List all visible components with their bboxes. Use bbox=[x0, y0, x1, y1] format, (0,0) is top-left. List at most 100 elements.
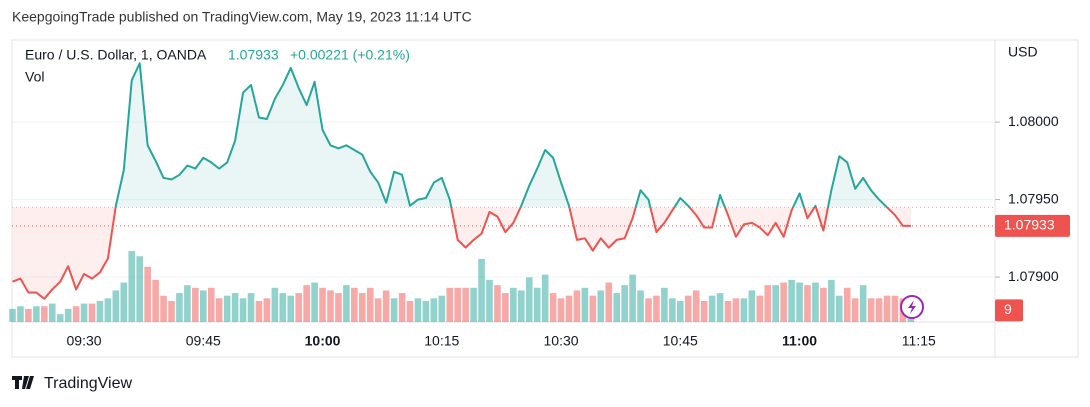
volume-bar bbox=[700, 300, 708, 322]
volume-bar bbox=[732, 298, 740, 322]
symbol-title: Euro / U.S. Dollar, 1, OANDA bbox=[25, 47, 207, 63]
volume-bar bbox=[144, 266, 151, 322]
volume-bar bbox=[120, 282, 128, 322]
last-volume-box bbox=[995, 299, 1023, 322]
volume-bar bbox=[88, 303, 96, 322]
y-tick-label: 1.07900 bbox=[1008, 268, 1059, 284]
volume-bar bbox=[184, 285, 191, 322]
volume-bar bbox=[335, 293, 342, 322]
volume-bar bbox=[128, 251, 136, 322]
volume-bar bbox=[311, 282, 318, 322]
volume-bar bbox=[621, 285, 628, 322]
volume-bar bbox=[748, 290, 756, 322]
volume-bar bbox=[518, 290, 525, 322]
volume-bar bbox=[351, 287, 358, 322]
volume-bar bbox=[295, 293, 302, 322]
volume-bar bbox=[478, 258, 485, 322]
volume-bar bbox=[764, 285, 772, 322]
volume-bar bbox=[716, 293, 724, 322]
volume-bar bbox=[629, 274, 636, 322]
volume-bar bbox=[605, 282, 613, 322]
volume-bar bbox=[239, 298, 247, 322]
volume-bar bbox=[828, 279, 835, 322]
volume-bar bbox=[160, 295, 167, 322]
volume-bar bbox=[557, 298, 565, 322]
volume-bar bbox=[669, 298, 676, 322]
volume-bar bbox=[454, 287, 461, 322]
volume-bar bbox=[430, 298, 438, 322]
volume-bar bbox=[637, 290, 644, 322]
volume-bar bbox=[33, 306, 40, 322]
volume-bar bbox=[422, 300, 430, 322]
volume-bar bbox=[645, 298, 652, 322]
volume-bar bbox=[740, 298, 748, 322]
volume-bar bbox=[462, 287, 469, 322]
volume-bar bbox=[176, 293, 183, 322]
volume-bar bbox=[780, 282, 787, 322]
volume-bar bbox=[200, 290, 207, 322]
x-tick-label: 10:15 bbox=[424, 333, 459, 349]
volume-bar bbox=[17, 306, 24, 322]
x-tick-label: 10:30 bbox=[544, 333, 579, 349]
last-price-label: 1.07933 bbox=[1004, 217, 1055, 233]
x-tick-label: 09:45 bbox=[186, 333, 221, 349]
volume-bar bbox=[581, 287, 589, 322]
volume-bar bbox=[112, 290, 120, 322]
price-change: +0.00221 (+0.21%) bbox=[290, 47, 410, 63]
volume-bar bbox=[215, 298, 223, 322]
volume-bar bbox=[804, 285, 811, 322]
volume-bar bbox=[891, 295, 899, 322]
volume-bar bbox=[708, 295, 716, 322]
volume-bar bbox=[374, 298, 382, 322]
volume-bar bbox=[875, 298, 883, 322]
volume-bar bbox=[319, 287, 326, 322]
volume-bar bbox=[231, 293, 239, 322]
volume-bar bbox=[72, 306, 80, 322]
last-volume-label: 9 bbox=[1004, 301, 1012, 317]
volume-bar bbox=[414, 298, 422, 322]
volume-bar bbox=[486, 279, 493, 322]
volume-bar bbox=[867, 298, 875, 322]
volume-bar bbox=[223, 295, 231, 322]
volume-bar bbox=[192, 287, 199, 322]
volume-bar bbox=[533, 287, 541, 322]
volume-bar bbox=[390, 298, 398, 322]
volume-bar bbox=[343, 285, 350, 322]
x-tick-label: 11:15 bbox=[902, 333, 936, 349]
volume-bar bbox=[80, 303, 88, 322]
volume-bar bbox=[502, 293, 509, 322]
volume-bar bbox=[271, 287, 279, 322]
volume-bar bbox=[446, 287, 454, 322]
volume-bar bbox=[820, 287, 827, 322]
volume-bar bbox=[549, 293, 557, 322]
volume-bar bbox=[565, 295, 573, 322]
volume-bar bbox=[56, 314, 64, 322]
volume-bar bbox=[724, 300, 732, 322]
baseline-area bbox=[12, 63, 911, 299]
volume-bar bbox=[597, 290, 605, 322]
volume-bar bbox=[152, 279, 159, 322]
volume-bar bbox=[279, 293, 287, 322]
price-line bbox=[12, 62, 911, 300]
volume-bar bbox=[9, 308, 16, 322]
volume-bar bbox=[589, 295, 597, 322]
logo bbox=[12, 376, 34, 389]
volume-bar bbox=[836, 295, 843, 322]
volume-bar bbox=[883, 295, 891, 322]
volume-bar bbox=[843, 287, 851, 322]
last-price: 1.07933 bbox=[228, 47, 279, 63]
x-tick-label: 09:30 bbox=[67, 333, 102, 349]
footer-brand: TradingView bbox=[44, 375, 132, 392]
volume-bar bbox=[653, 295, 660, 322]
plot: 1.07900 1.07950 1.08000 09:30 09:45 10:00 10:1… bbox=[9, 62, 1070, 349]
volume-bar bbox=[136, 256, 143, 322]
volume-bar bbox=[359, 293, 366, 322]
volume-bar bbox=[247, 293, 255, 322]
volume-bar bbox=[382, 290, 390, 322]
volume-bar bbox=[851, 298, 859, 322]
volume-bar bbox=[104, 298, 112, 322]
volume-bar bbox=[541, 274, 549, 322]
volume-bar bbox=[207, 287, 215, 322]
volume-bar bbox=[327, 290, 334, 322]
